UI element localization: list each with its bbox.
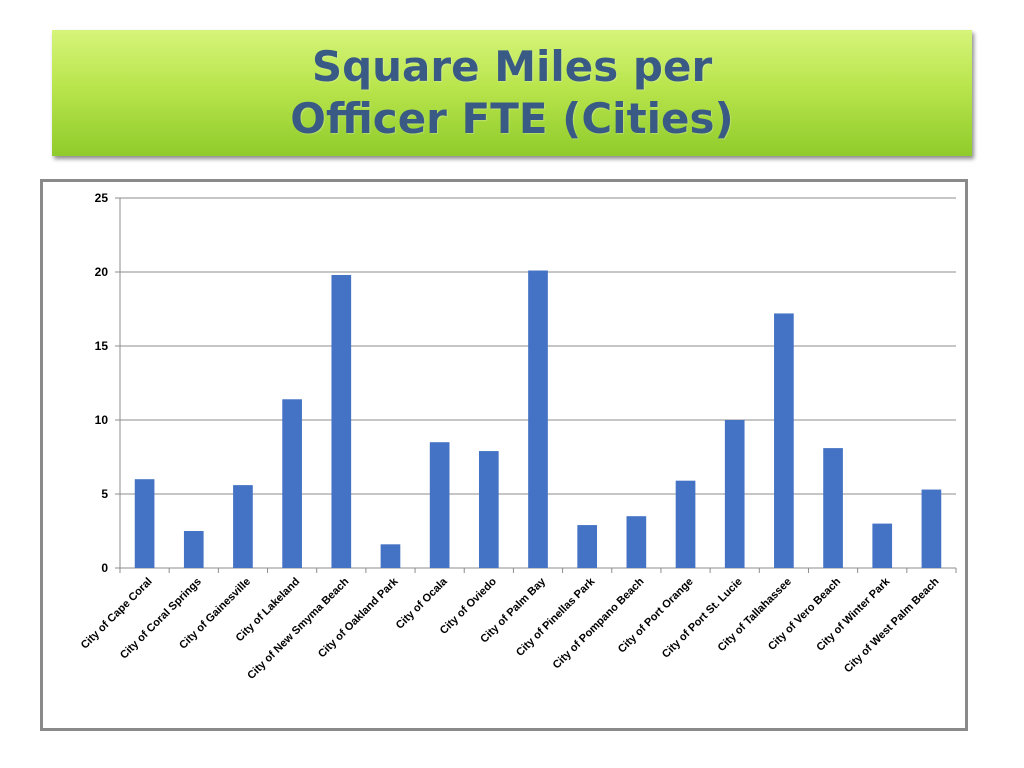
x-category-label: City of New Smyma Beach [245, 575, 351, 681]
bar-9 [528, 270, 548, 568]
y-tick-label: 15 [95, 339, 109, 353]
x-category-label: City of Pompano Beach [551, 575, 647, 671]
y-tick-label: 20 [95, 265, 109, 279]
bar-15 [823, 448, 843, 568]
bar-4 [282, 399, 302, 568]
x-category-label: City of Oakland Park [316, 575, 401, 660]
title-line-2: Officer FTE (Cities) [290, 94, 734, 143]
y-tick-label: 5 [101, 487, 108, 501]
bar-1 [134, 479, 155, 568]
chart-frame: 0 5 10 15 20 25 City of Cape Coral City of Cora… [40, 179, 968, 731]
title-line-1: Square Miles per [311, 42, 713, 91]
title-banner: Square Miles per Officer FTE (Cities) [52, 30, 972, 156]
y-tick-label: 10 [95, 413, 109, 427]
x-category-label: City of West Palm Beach [842, 575, 942, 675]
bar-6 [380, 544, 401, 568]
y-tick-label: 25 [95, 191, 109, 205]
bar-12 [675, 480, 696, 568]
x-category-label: City of Port St. Lucie [660, 576, 745, 661]
bar-14 [774, 313, 794, 568]
bar-8 [478, 451, 499, 568]
bar-10 [577, 525, 598, 568]
x-category-label: City of Coral Springs [118, 576, 204, 662]
y-tick-label: 0 [101, 561, 108, 575]
bar-5 [331, 274, 352, 568]
bar-16 [872, 523, 893, 568]
bar-2 [183, 531, 204, 568]
bar-11 [626, 516, 647, 568]
bar-3 [233, 485, 253, 568]
bar-13 [724, 420, 745, 568]
bar-7 [429, 442, 450, 568]
bar-17 [921, 489, 942, 568]
